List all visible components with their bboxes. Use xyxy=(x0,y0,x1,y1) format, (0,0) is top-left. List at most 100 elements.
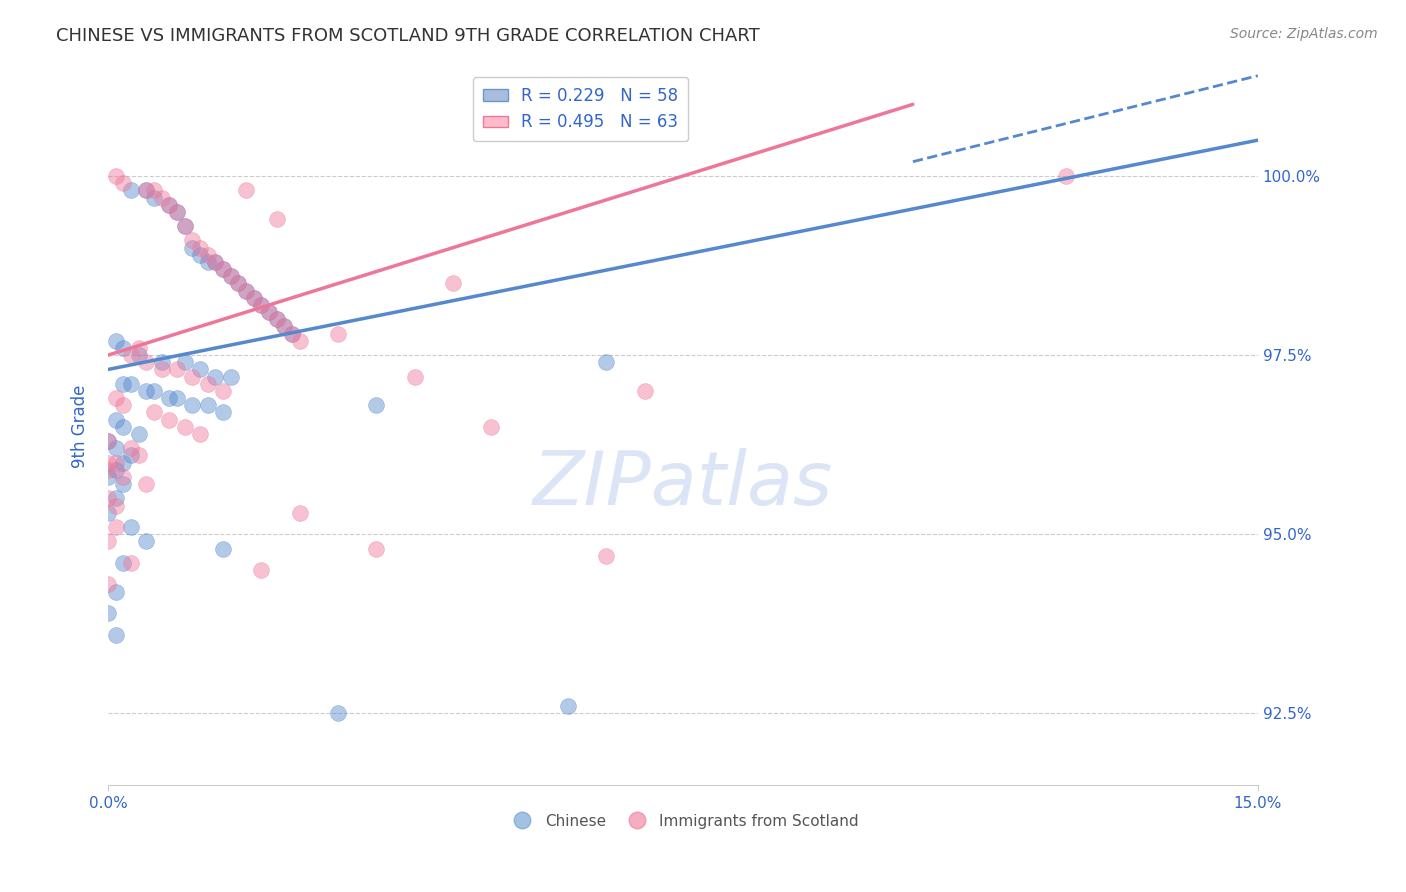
Point xyxy=(288,506,311,520)
Point xyxy=(112,341,135,355)
Text: CHINESE VS IMMIGRANTS FROM SCOTLAND 9TH GRADE CORRELATION CHART: CHINESE VS IMMIGRANTS FROM SCOTLAND 9TH … xyxy=(56,27,761,45)
Point xyxy=(143,190,166,204)
Text: ZIPatlas: ZIPatlas xyxy=(533,448,832,520)
Point xyxy=(97,606,120,620)
Point xyxy=(212,262,235,277)
Point xyxy=(112,419,135,434)
Point xyxy=(97,491,120,506)
Point xyxy=(250,298,273,312)
Point xyxy=(595,355,617,369)
Point xyxy=(150,190,173,204)
Point xyxy=(219,269,242,284)
Point xyxy=(166,391,188,405)
Point xyxy=(197,376,219,391)
Point xyxy=(150,362,173,376)
Point xyxy=(257,305,280,319)
Point xyxy=(120,520,142,534)
Point xyxy=(143,405,166,419)
Point xyxy=(97,434,120,449)
Point xyxy=(273,319,295,334)
Point xyxy=(120,449,142,463)
Point xyxy=(235,284,257,298)
Point xyxy=(326,706,349,721)
Point xyxy=(104,334,127,348)
Point xyxy=(150,355,173,369)
Point xyxy=(197,248,219,262)
Point xyxy=(135,477,157,491)
Point xyxy=(120,376,142,391)
Point xyxy=(181,241,204,255)
Point xyxy=(104,169,127,183)
Y-axis label: 9th Grade: 9th Grade xyxy=(72,385,89,468)
Point xyxy=(479,419,502,434)
Point xyxy=(188,241,211,255)
Point xyxy=(1054,169,1077,183)
Point xyxy=(219,269,242,284)
Point xyxy=(112,456,135,470)
Point xyxy=(281,326,304,341)
Point xyxy=(197,398,219,412)
Point xyxy=(181,398,204,412)
Point xyxy=(143,384,166,398)
Point xyxy=(257,305,280,319)
Point xyxy=(188,248,211,262)
Point xyxy=(595,549,617,563)
Point xyxy=(135,355,157,369)
Point xyxy=(212,384,235,398)
Point xyxy=(135,534,157,549)
Point xyxy=(235,284,257,298)
Point xyxy=(281,326,304,341)
Point xyxy=(104,463,127,477)
Point xyxy=(104,491,127,506)
Point xyxy=(104,520,127,534)
Point xyxy=(120,556,142,570)
Point xyxy=(97,506,120,520)
Point xyxy=(112,556,135,570)
Point xyxy=(128,449,150,463)
Point xyxy=(181,234,204,248)
Point xyxy=(226,277,249,291)
Point xyxy=(212,262,235,277)
Point xyxy=(404,369,426,384)
Point xyxy=(166,204,188,219)
Point xyxy=(173,219,195,234)
Point xyxy=(242,291,264,305)
Point xyxy=(157,197,180,211)
Point xyxy=(104,499,127,513)
Point xyxy=(188,362,211,376)
Point xyxy=(242,291,264,305)
Point xyxy=(128,341,150,355)
Point xyxy=(441,277,464,291)
Point xyxy=(104,627,127,641)
Point xyxy=(128,348,150,362)
Point xyxy=(212,405,235,419)
Point xyxy=(226,277,249,291)
Point xyxy=(112,398,135,412)
Point xyxy=(166,204,188,219)
Point xyxy=(366,398,388,412)
Point xyxy=(173,355,195,369)
Point xyxy=(266,312,288,326)
Point xyxy=(112,470,135,484)
Point xyxy=(212,541,235,556)
Point xyxy=(173,419,195,434)
Point xyxy=(97,577,120,591)
Point xyxy=(97,470,120,484)
Point xyxy=(366,541,388,556)
Text: Source: ZipAtlas.com: Source: ZipAtlas.com xyxy=(1230,27,1378,41)
Point xyxy=(135,183,157,197)
Point xyxy=(157,197,180,211)
Point xyxy=(104,584,127,599)
Point xyxy=(266,312,288,326)
Legend: Chinese, Immigrants from Scotland: Chinese, Immigrants from Scotland xyxy=(501,807,865,835)
Point xyxy=(166,362,188,376)
Point xyxy=(120,183,142,197)
Point xyxy=(197,255,219,269)
Point xyxy=(135,384,157,398)
Point xyxy=(143,183,166,197)
Point xyxy=(204,255,226,269)
Point xyxy=(104,442,127,456)
Point xyxy=(120,442,142,456)
Point xyxy=(326,326,349,341)
Point xyxy=(204,369,226,384)
